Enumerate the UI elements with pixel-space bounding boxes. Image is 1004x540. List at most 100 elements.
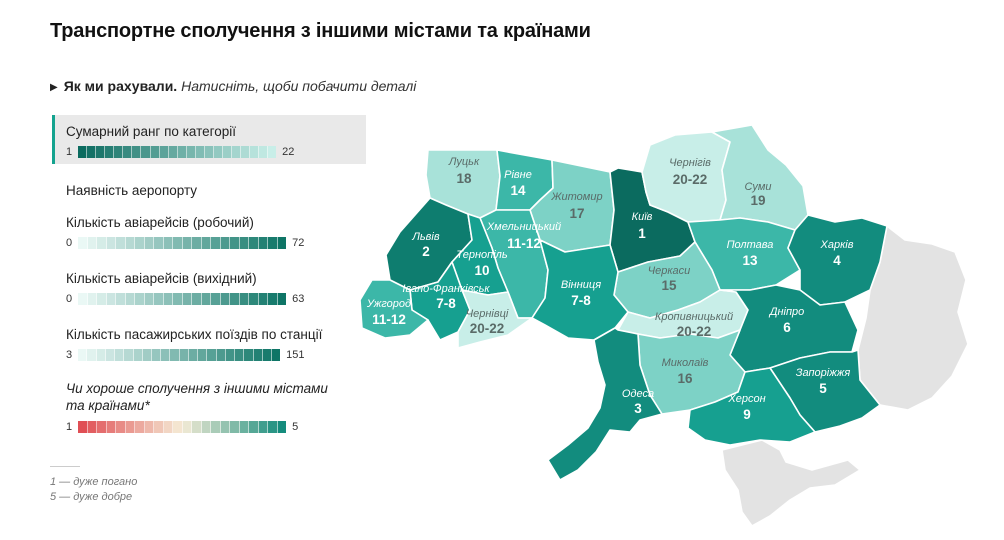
scale-step [268,237,278,249]
scale-step [173,293,183,305]
scale-step [268,421,278,433]
scale-max: 72 [292,237,305,249]
metric-airport[interactable]: Наявність аеропорту [52,170,366,206]
scale-step [142,349,152,361]
scale-step [182,293,193,305]
scale-step [213,146,223,158]
scale-step [192,237,202,249]
scale-step [258,293,269,305]
scale-step [125,293,136,305]
scale-step [87,237,98,249]
scale-step [239,293,250,305]
region-value: 6 [783,320,791,335]
scale-max: 22 [282,146,295,158]
scale-min: 1 [66,421,73,433]
scale-step [249,421,259,433]
scale-step [258,421,269,433]
scale-step [198,349,208,361]
scale-max: 151 [286,349,305,361]
scale-step [87,293,98,305]
region-name: Запоріжжя [796,367,851,379]
scale-max: 5 [292,421,299,433]
region-name: Кропивницький [655,311,733,323]
scale-step [222,146,232,158]
scale-step [186,146,196,158]
metric-total-rank[interactable]: Сумарний ранг по категорії 1 22 [52,115,366,164]
region-value: 20-22 [470,321,505,336]
region-value: 20-22 [677,324,712,339]
region-value: 14 [510,183,526,198]
scale-step [161,349,171,361]
scale-step [87,146,97,158]
region-value: 11-12 [507,236,541,251]
region-value: 10 [474,263,489,278]
region-name: Чернігів [669,157,711,169]
scale-step [192,421,202,433]
metric-label: Кількість пасажирських поїздів по станці… [66,327,323,342]
scale-step [135,293,145,305]
scale-min: 1 [66,146,73,158]
scale-step [115,349,125,361]
scale-step [225,349,236,361]
scale-step [250,146,260,158]
scale-step [268,293,278,305]
map-region-odesa[interactable] [547,327,663,481]
scale-step [173,421,183,433]
color-scale: 1 5 [66,421,366,433]
scale-step [125,237,136,249]
scale-step [231,146,241,158]
scale-step [163,237,174,249]
metric-flights-weekend[interactable]: Кількість авіарейсів (вихідний) 0 63 [52,262,366,318]
scale-step [211,237,221,249]
map-region-uzhhorod[interactable] [359,279,429,339]
scale-step [97,293,107,305]
scale-step [201,293,212,305]
map-region-sumy[interactable] [711,124,809,231]
color-scale: 0 63 [66,293,366,305]
region-name: Полтава [727,239,774,251]
scale-step [207,349,217,361]
scale-step [239,421,250,433]
methodology-toggle[interactable]: ▶ Як ми рахували. Натисніть, щоби побачит… [50,78,416,94]
scale-step [170,349,180,361]
region-name: Чернівці [466,308,509,320]
metric-legend: Сумарний ранг по категорії 1 22 Наявніст… [52,115,366,433]
map-region-kharkiv[interactable] [787,214,888,306]
metric-connectivity-rating[interactable]: Чи хороше сполучення з іншими містами та… [52,372,366,433]
scale-max: 63 [292,293,305,305]
region-name: Івано-Франківськ [402,283,490,295]
color-scale: 3 151 [66,349,366,361]
region-name: Миколаїв [662,357,709,369]
scale-step [159,146,169,158]
map-labels: Луцьк 18 Рівне 14 Житомир 17 Київ 1 Чернігів… [366,156,854,422]
scale-bar [78,146,277,158]
scale-step [235,349,245,361]
metric-trains[interactable]: Кількість пасажирських поїздів по станці… [52,318,366,372]
scale-step [97,421,107,433]
scale-step [78,349,88,361]
footnote-divider [50,466,80,467]
page-title: Транспортне сполучення з іншими містами … [50,20,591,42]
scale-step [249,293,259,305]
scale-step [133,349,143,361]
region-name: Дніпро [768,306,805,318]
scale-min: 0 [66,237,73,249]
region-value: 11-12 [372,312,406,327]
region-name: Київ [632,211,653,223]
metric-flights-weekday[interactable]: Кількість авіарейсів (робочий) 0 72 [52,206,366,262]
map-region-kherson[interactable] [687,367,816,446]
region-name: Херсон [727,393,765,405]
scale-step [87,421,98,433]
scale-step [163,293,174,305]
region-value: 20-22 [673,172,708,187]
scale-step [182,421,193,433]
scale-step [135,421,145,433]
region-value: 19 [750,193,765,208]
scale-step [168,146,178,158]
map-region-chernivtsi[interactable] [457,289,533,349]
map-region-crimea-neutral [721,439,861,527]
disclosure-triangle-icon: ▶ [50,82,58,93]
scale-step [154,421,164,433]
scale-bar [78,293,287,305]
